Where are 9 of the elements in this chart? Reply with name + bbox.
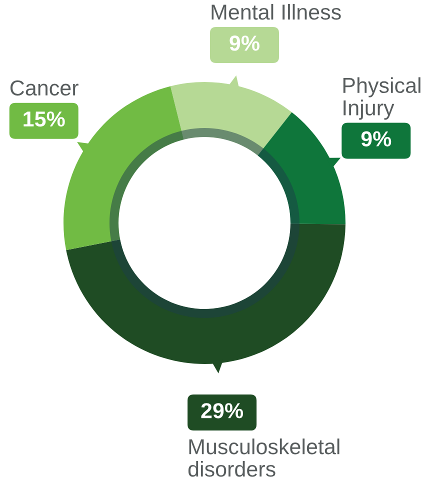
donut-slice	[258, 112, 346, 224]
slice-label: Physical Injury	[343, 77, 420, 120]
data-label: 29%	[201, 403, 244, 418]
data-label: 15%	[24, 111, 65, 127]
data-label: 9%	[230, 36, 260, 51]
legend-label: Musculoskeletal disorders	[188, 438, 340, 477]
data-label: 9%	[361, 131, 392, 146]
slice-label: Cancer	[10, 80, 78, 96]
slice-label: Mental Illness	[212, 4, 341, 20]
